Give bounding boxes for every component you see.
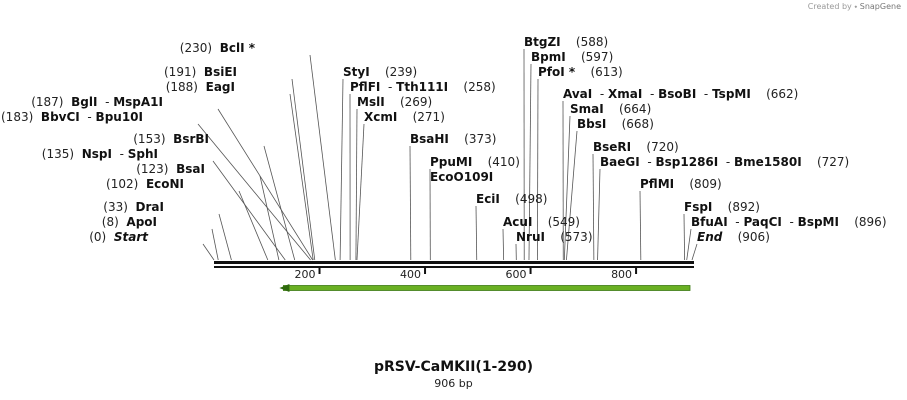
- enzyme-label-bcli[interactable]: (230) BclI *: [180, 41, 256, 55]
- leader-line: [217, 108, 313, 261]
- sequence-backbone: [214, 261, 694, 268]
- credit-brand: SnapGene: [859, 2, 901, 11]
- tick-label: 800: [611, 268, 632, 281]
- enzyme-label-nrui[interactable]: NruI (573): [516, 230, 593, 244]
- enzyme-label-bsahi[interactable]: BsaHI (373): [410, 132, 496, 146]
- tick-label: 600: [506, 268, 527, 281]
- leader-line: [409, 145, 412, 261]
- leader-line: [218, 213, 232, 261]
- enzyme-label-bpmi[interactable]: BpmI (597): [531, 50, 613, 64]
- enzyme-label-bsrbi[interactable]: (153) BsrBI: [133, 132, 209, 146]
- enzyme-label-pflfi[interactable]: PflFI - Tth111I (258): [350, 80, 496, 94]
- enzyme-label-bbsi[interactable]: BbsI (668): [577, 117, 654, 131]
- leader-line: [502, 228, 505, 261]
- leader-line: [566, 130, 578, 261]
- enzyme-label-nspi[interactable]: (135) NspI - SphI: [42, 147, 158, 161]
- enzyme-label-fspi[interactable]: FspI (892): [684, 200, 760, 214]
- enzyme-label-ecii[interactable]: EciI (498): [476, 192, 547, 206]
- leader-line: [639, 190, 642, 261]
- backbone-line-bottom: [214, 266, 694, 268]
- leader-line: [339, 78, 344, 261]
- backbone-line-top: [214, 261, 694, 264]
- enzyme-label-xcmi[interactable]: XcmI (271): [364, 110, 445, 124]
- cut-site-leader-lines: [197, 48, 698, 261]
- leader-line: [309, 54, 336, 261]
- credit-prefix: Created by: [807, 2, 852, 11]
- snapgene-credit: Created by ⬩ SnapGene: [808, 2, 901, 12]
- enzyme-label-bsiei[interactable]: (191) BsiEI: [164, 65, 237, 79]
- enzyme-label-drai[interactable]: (33) DraI: [103, 200, 164, 214]
- enzyme-label-end[interactable]: End (906): [697, 230, 770, 244]
- leader-line: [686, 228, 692, 261]
- leader-line: [592, 153, 595, 261]
- enzyme-label-apoi[interactable]: (8) ApoI: [102, 215, 157, 229]
- leader-line: [691, 243, 698, 261]
- feature-arrowhead[interactable]: [279, 284, 290, 292]
- leader-line: [537, 78, 539, 261]
- leader-line: [683, 213, 686, 261]
- enzyme-labels: (230) BclI * (191) BsiEI(188) EagI(187) B…: [1, 35, 887, 244]
- enzyme-label-avai[interactable]: AvaI - XmaI - BsoBI - TspMI (662): [563, 87, 798, 101]
- leader-line: [259, 175, 280, 261]
- leader-line: [289, 93, 314, 261]
- leader-line: [563, 115, 571, 261]
- leader-line: [355, 108, 358, 261]
- enzyme-label-bgli[interactable]: (187) BglI - MspA1I: [31, 95, 163, 109]
- leader-line: [211, 228, 219, 261]
- enzyme-label-start[interactable]: (0) Start: [89, 230, 149, 244]
- feature-body[interactable]: [282, 285, 691, 291]
- ruler-ticks: 200 400 600 800: [295, 267, 638, 281]
- leader-line: [597, 168, 601, 261]
- enzyme-label-styi[interactable]: StyI (239): [343, 65, 417, 79]
- enzyme-label-smai[interactable]: SmaI (664): [570, 102, 651, 116]
- enzyme-label-msli[interactable]: MslI (269): [357, 95, 432, 109]
- leader-line: [212, 160, 286, 261]
- leader-line: [263, 145, 296, 261]
- leader-line: [197, 123, 311, 261]
- leader-line: [356, 123, 365, 261]
- enzyme-label-btgzi[interactable]: BtgZI (588): [524, 35, 608, 49]
- enzyme-label-pflmi[interactable]: PflMI (809): [640, 177, 722, 191]
- leader-line: [202, 243, 215, 261]
- enzyme-label-baegi[interactable]: BaeGI - Bsp1286I - Bme1580I (727): [600, 155, 849, 169]
- map-title: pRSV-CaMKII(1-290): [373, 359, 533, 375]
- enzyme-label-bsai[interactable]: (123) BsaI: [136, 162, 205, 176]
- enzyme-label-bfuai[interactable]: BfuAI - PaqCI - BspMI (896): [691, 215, 887, 229]
- leader-line: [475, 205, 478, 261]
- leader-line: [291, 78, 316, 261]
- enzyme-label-acui[interactable]: AcuI (549): [503, 215, 580, 229]
- feature-arrow[interactable]: [279, 284, 691, 292]
- enzyme-label-eagi[interactable]: (188) EagI: [166, 80, 235, 94]
- map-length: 906 bp: [434, 377, 473, 390]
- leader-line: [238, 190, 269, 261]
- enzyme-label-ppumi[interactable]: PpuMI (410): [430, 155, 520, 169]
- enzyme-label-ecoo109i[interactable]: EcoO109I: [430, 170, 493, 184]
- snapgene-logo-icon: ⬩: [854, 2, 858, 11]
- enzyme-label-pfoi[interactable]: PfoI * (613): [538, 65, 623, 79]
- tick-label: 200: [295, 268, 316, 281]
- enzyme-label-bseri[interactable]: BseRI (720): [593, 140, 679, 154]
- tick-label: 400: [400, 268, 421, 281]
- leader-line: [528, 63, 532, 261]
- enzyme-label-bbvci[interactable]: (183) BbvCI - Bpu10I: [1, 110, 143, 124]
- enzyme-label-econi[interactable]: (102) EcoNI: [106, 177, 184, 191]
